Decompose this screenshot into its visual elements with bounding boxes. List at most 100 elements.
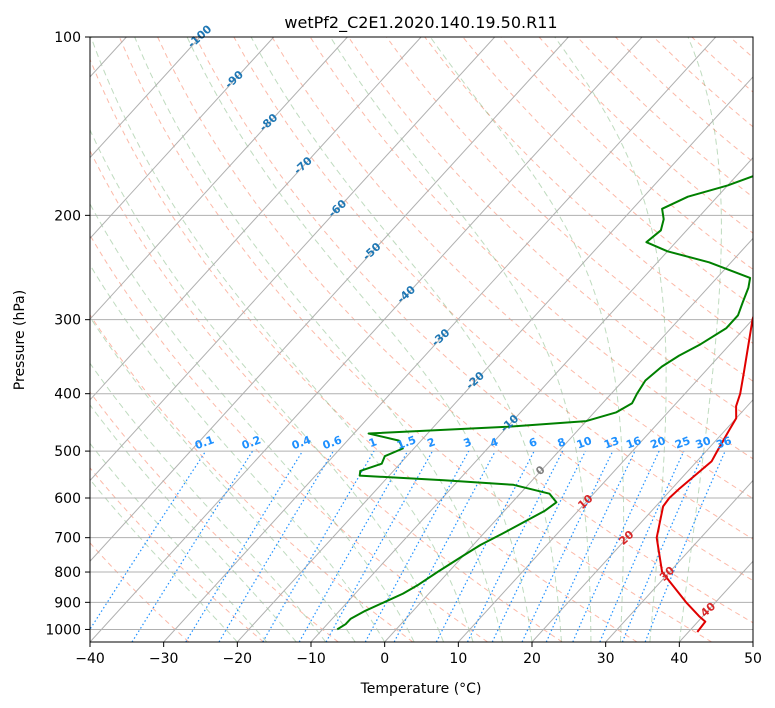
mixing-ratio-line bbox=[131, 450, 254, 642]
mixing-ratio-line bbox=[621, 450, 705, 642]
x-tick-label: 10 bbox=[449, 651, 467, 667]
plot-area bbox=[90, 37, 753, 642]
y-tick-label: 100 bbox=[54, 30, 81, 46]
isotherm-line bbox=[90, 37, 422, 401]
mixing-ratio-label: 20 bbox=[649, 434, 668, 452]
mixing-ratio-line bbox=[185, 450, 304, 642]
isotherm-line bbox=[90, 37, 275, 240]
plot-frame bbox=[89, 36, 754, 643]
moist-adiabat bbox=[554, 37, 667, 642]
y-tick-label: 400 bbox=[54, 387, 81, 403]
dry-adiabat bbox=[729, 37, 753, 59]
x-tick-label: 50 bbox=[744, 651, 762, 667]
x-tick-label: −10 bbox=[296, 651, 326, 667]
mixing-ratio-label: 16 bbox=[624, 434, 643, 452]
x-tick-label: −30 bbox=[149, 651, 179, 667]
moist-adiabat bbox=[90, 442, 268, 642]
temperature-line bbox=[655, 314, 753, 633]
x-tick-label: 0 bbox=[380, 651, 389, 667]
x-tick-label: 40 bbox=[670, 651, 688, 667]
mixing-ratio-line bbox=[90, 450, 207, 631]
isotherm-line bbox=[457, 318, 753, 642]
x-tick-label: 30 bbox=[597, 651, 615, 667]
dry-adiabat bbox=[462, 37, 753, 307]
isotherm-line bbox=[678, 560, 753, 642]
y-tick-label: 1000 bbox=[45, 622, 81, 638]
moist-adiabat bbox=[678, 37, 722, 642]
y-tick-label: 200 bbox=[54, 208, 81, 224]
dry-adiabat bbox=[90, 234, 488, 642]
dry-adiabat bbox=[424, 37, 753, 344]
mixing-ratio-label: 0.6 bbox=[321, 433, 344, 452]
y-tick-label: 800 bbox=[54, 565, 81, 581]
moist-adiabat bbox=[90, 478, 238, 642]
mixing-ratio-line bbox=[491, 450, 586, 642]
mixing-ratio-line bbox=[393, 450, 496, 642]
sounding-series bbox=[336, 175, 753, 633]
y-axis-label: Pressure (hPa) bbox=[12, 290, 28, 390]
mixing-ratio-line bbox=[466, 450, 564, 642]
isotherm-line bbox=[90, 37, 643, 642]
isotherm-line bbox=[384, 237, 753, 642]
mixing-ratio-label: 36 bbox=[714, 434, 733, 452]
dry-adiabat bbox=[576, 37, 753, 198]
moist-adiabat bbox=[186, 37, 533, 642]
isotherm-line bbox=[163, 37, 717, 642]
moist-adiabat bbox=[90, 362, 327, 642]
mixing-ratio-line bbox=[572, 450, 660, 642]
mixing-ratio-line bbox=[364, 450, 470, 642]
dry-adiabat bbox=[157, 37, 753, 624]
mixing-ratio-label: 25 bbox=[673, 434, 692, 451]
dewpoint-line bbox=[336, 175, 753, 631]
isotherm-line bbox=[90, 37, 348, 320]
mixing-ratio-label: 0.4 bbox=[290, 433, 313, 452]
y-axis-ticks: 100 200 300 400 500 600 700 800 900 1000 bbox=[45, 30, 90, 638]
isotherm-line bbox=[310, 156, 753, 642]
dry-adiabat bbox=[271, 37, 753, 500]
dry-adiabat bbox=[538, 37, 753, 234]
mixing-ratio-line bbox=[218, 450, 334, 642]
mixing-ratio-line bbox=[599, 450, 685, 642]
x-tick-label: −20 bbox=[223, 651, 253, 667]
moist-adiabat bbox=[90, 404, 297, 642]
isotherm-line bbox=[236, 76, 753, 642]
dry-adiabat bbox=[691, 37, 753, 93]
moist-adiabat bbox=[329, 37, 592, 642]
moist-adiabat bbox=[90, 37, 474, 642]
moist-adiabat bbox=[90, 128, 445, 642]
y-tick-label: 300 bbox=[54, 313, 81, 329]
grid-lines bbox=[90, 37, 753, 642]
dry-adiabat bbox=[615, 37, 753, 163]
mixing-ratio-label: 13 bbox=[602, 434, 621, 451]
x-axis-ticks: −40 −30 −20 −10 0 10 20 30 40 50 bbox=[75, 642, 762, 667]
isotherm-line bbox=[90, 37, 201, 159]
y-tick-label: 900 bbox=[54, 595, 81, 611]
isotherm-line bbox=[90, 37, 569, 563]
mixing-ratio-line bbox=[644, 450, 726, 642]
moist-adiabat bbox=[90, 263, 386, 642]
moist-adiabat bbox=[429, 37, 625, 642]
dry-adiabat bbox=[386, 37, 753, 382]
dry-adiabat bbox=[195, 37, 753, 582]
moist-adiabat bbox=[90, 316, 356, 642]
mixing-ratio-label: 10 bbox=[575, 434, 594, 452]
moist-adiabats bbox=[90, 37, 722, 642]
mixing-ratio-label: 30 bbox=[694, 434, 713, 452]
mixing-ratio-label: 0.1 bbox=[193, 433, 216, 452]
mixing-ratio-label: 2 bbox=[426, 435, 438, 450]
isotherm-line bbox=[90, 37, 496, 482]
dry-adiabat bbox=[90, 313, 414, 642]
moist-adiabat bbox=[134, 37, 503, 642]
mixing-ratio-lines bbox=[90, 450, 726, 642]
isotherm-line bbox=[752, 641, 753, 642]
chart-title: wetPf2_C2E1.2020.140.19.50.R11 bbox=[284, 13, 557, 33]
isotherm-line bbox=[531, 399, 753, 642]
mixing-ratio-label: 1 bbox=[367, 435, 379, 450]
mixing-ratio-line bbox=[435, 450, 535, 642]
mixing-ratio-label: 4 bbox=[488, 435, 500, 450]
mixing-ratio-line bbox=[545, 450, 636, 642]
dry-adiabat bbox=[90, 58, 638, 642]
y-tick-label: 700 bbox=[54, 531, 81, 547]
x-axis-label: Temperature (°C) bbox=[360, 681, 482, 697]
mixing-ratio-label: 6 bbox=[527, 435, 539, 450]
